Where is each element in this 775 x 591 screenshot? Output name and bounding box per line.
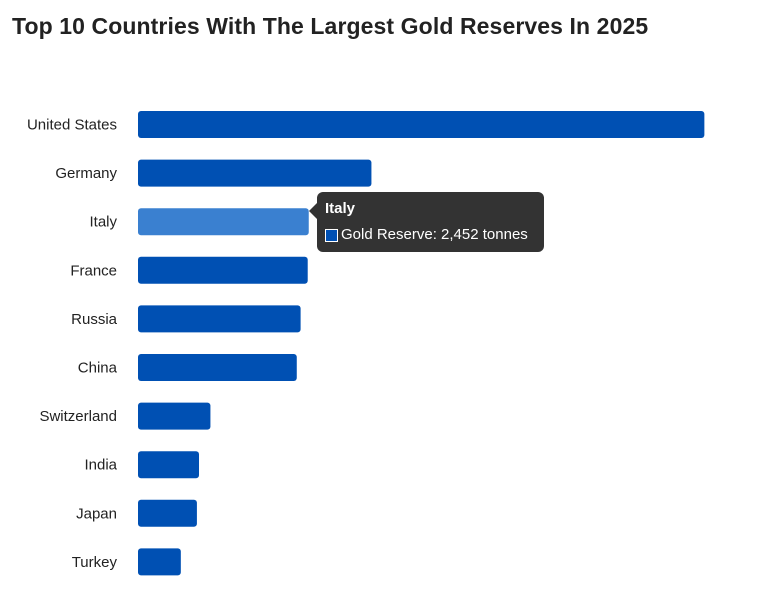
- bar-russia[interactable]: [138, 305, 301, 333]
- tooltip: Italy Gold Reserve: 2,452 tonnes: [309, 192, 544, 252]
- category-label-italy: Italy: [89, 214, 117, 231]
- bar-turkey[interactable]: [138, 548, 181, 576]
- category-labels: United States Germany Italy France Russia Chi…: [27, 117, 118, 571]
- bar-united-states[interactable]: [138, 111, 705, 138]
- bar-india[interactable]: [138, 451, 200, 479]
- category-label-united-states: United States: [27, 117, 117, 134]
- category-label-switzerland: Switzerland: [39, 408, 117, 425]
- bar-japan[interactable]: [138, 499, 197, 527]
- chart-title: Top 10 Countries With The Largest Gold R…: [12, 13, 649, 39]
- bar-germany[interactable]: [138, 159, 372, 187]
- category-label-india: India: [84, 457, 117, 474]
- tooltip-arrow: [309, 203, 317, 219]
- category-label-china: China: [78, 360, 118, 377]
- bar-switzerland[interactable]: [138, 402, 211, 430]
- tooltip-value: Gold Reserve: 2,452 tonnes: [341, 226, 528, 243]
- bar-china[interactable]: [138, 354, 297, 381]
- category-label-turkey: Turkey: [72, 554, 118, 571]
- bar-italy[interactable]: [138, 208, 309, 236]
- category-label-japan: Japan: [76, 505, 117, 522]
- category-label-russia: Russia: [71, 311, 118, 328]
- tooltip-swatch-icon: [325, 228, 338, 242]
- tooltip-title: Italy: [325, 200, 356, 217]
- category-label-france: France: [70, 262, 117, 279]
- tooltip-row: Gold Reserve: 2,452 tonnes: [325, 226, 536, 244]
- bar-france[interactable]: [138, 256, 308, 284]
- bars: [138, 111, 705, 576]
- category-label-germany: Germany: [55, 165, 117, 182]
